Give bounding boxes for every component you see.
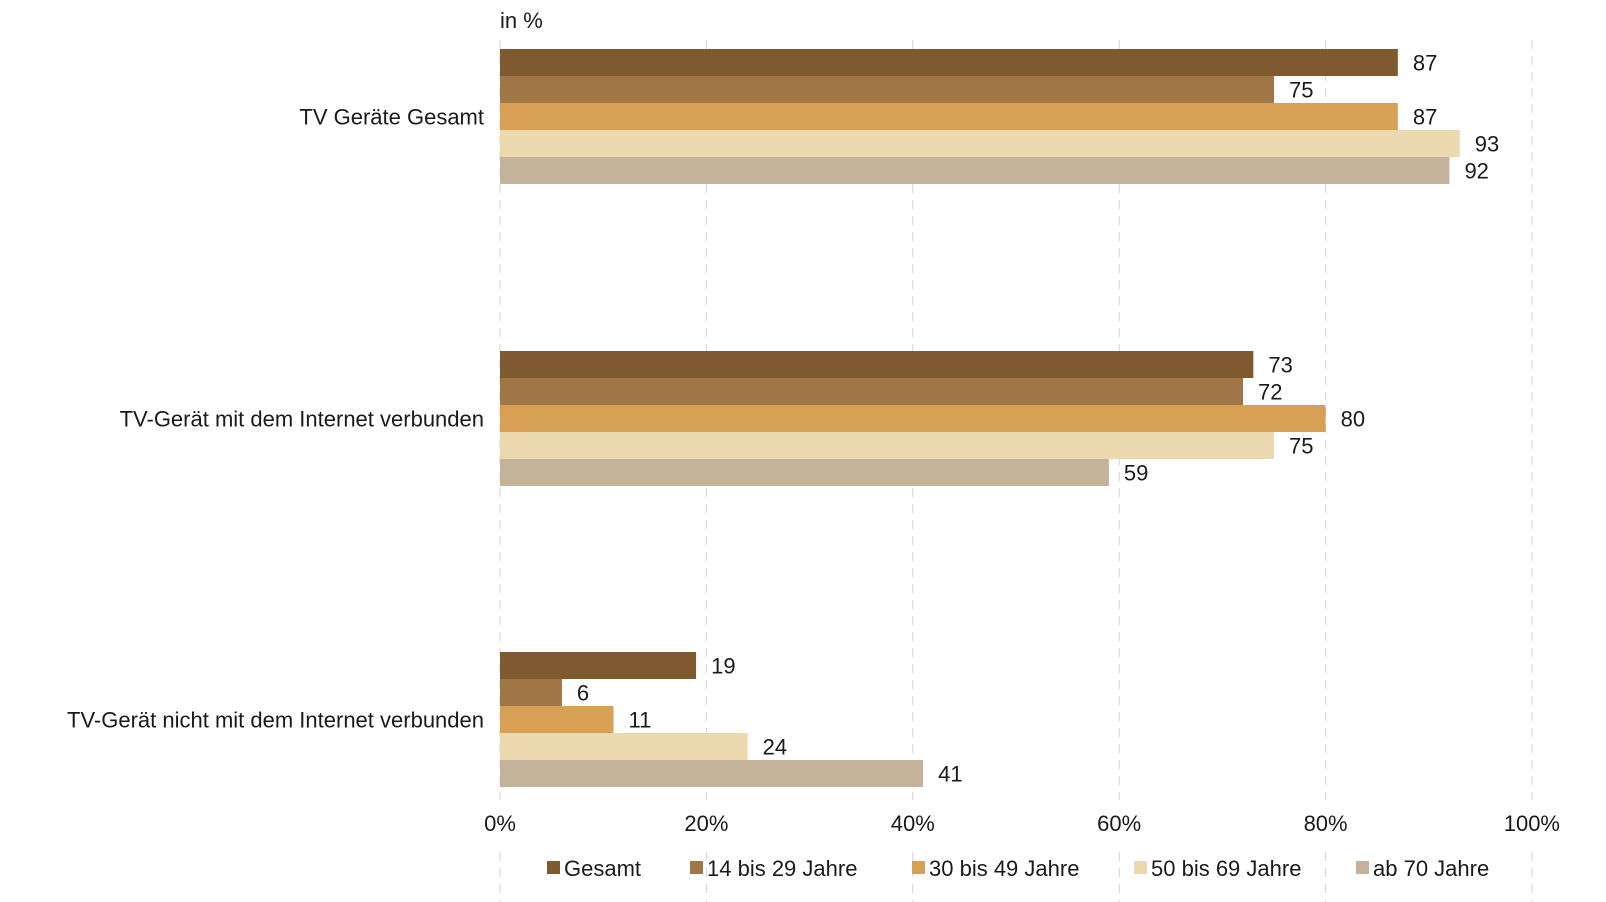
bar — [500, 706, 614, 733]
bar-value-label: 73 — [1268, 353, 1292, 378]
bar — [500, 652, 697, 679]
legend-swatch — [547, 861, 560, 874]
bar — [500, 733, 748, 760]
bar — [500, 405, 1326, 432]
x-tick-label: 100% — [1504, 811, 1560, 836]
bar — [500, 432, 1274, 459]
bar-value-label: 80 — [1341, 407, 1365, 432]
bar — [500, 459, 1109, 486]
bar — [500, 157, 1450, 184]
bar — [500, 351, 1254, 378]
bar-value-label: 92 — [1464, 159, 1488, 184]
bar-value-label: 24 — [763, 735, 787, 760]
grid-lines — [499, 40, 1533, 902]
legend-label: 50 bis 69 Jahre — [1151, 856, 1301, 881]
legend-swatch — [1134, 861, 1147, 874]
category-label: TV-Gerät mit dem Internet verbunden — [120, 407, 484, 432]
bar-value-label: 75 — [1289, 434, 1313, 459]
bar — [500, 130, 1460, 157]
category-label: TV Geräte Gesamt — [299, 105, 484, 130]
legend-label: 30 bis 49 Jahre — [929, 856, 1079, 881]
legend-label: 14 bis 29 Jahre — [707, 856, 857, 881]
bar-value-label: 59 — [1124, 461, 1148, 486]
bar-value-label: 6 — [577, 681, 589, 706]
legend: Gesamt 14 bis 29 Jahre 30 bis 49 Jahre 50 b… — [547, 856, 1489, 881]
category-labels: TV Geräte Gesamt TV-Gerät mit dem Interne… — [67, 105, 484, 733]
x-tick-label: 60% — [1097, 811, 1141, 836]
x-tick-label: 80% — [1304, 811, 1348, 836]
unit-label: in % — [500, 8, 543, 33]
legend-swatch — [912, 861, 925, 874]
x-axis-ticks: 0% 20% 40% 60% 80% 100% — [484, 811, 1560, 836]
legend-swatch — [1356, 861, 1369, 874]
bar — [500, 49, 1398, 76]
legend-swatch — [690, 861, 703, 874]
x-tick-label: 20% — [684, 811, 728, 836]
bar-value-label: 87 — [1413, 105, 1437, 130]
bar-value-label: 72 — [1258, 380, 1282, 405]
bar — [500, 378, 1244, 405]
x-tick-label: 40% — [891, 811, 935, 836]
legend-label: Gesamt — [564, 856, 641, 881]
bar-value-label: 75 — [1289, 78, 1313, 103]
x-tick-label: 0% — [484, 811, 516, 836]
legend-label: ab 70 Jahre — [1373, 856, 1489, 881]
bar-value-label: 19 — [711, 654, 735, 679]
bar-value-label: 11 — [629, 708, 652, 733]
bar-value-label: 93 — [1475, 132, 1499, 157]
category-label: TV-Gerät nicht mit dem Internet verbunde… — [67, 708, 484, 733]
bar-value-label: 41 — [938, 762, 962, 787]
bar — [500, 103, 1398, 130]
bar — [500, 760, 924, 787]
bar — [500, 76, 1274, 103]
bar — [500, 679, 562, 706]
bar-value-label: 87 — [1413, 51, 1437, 76]
